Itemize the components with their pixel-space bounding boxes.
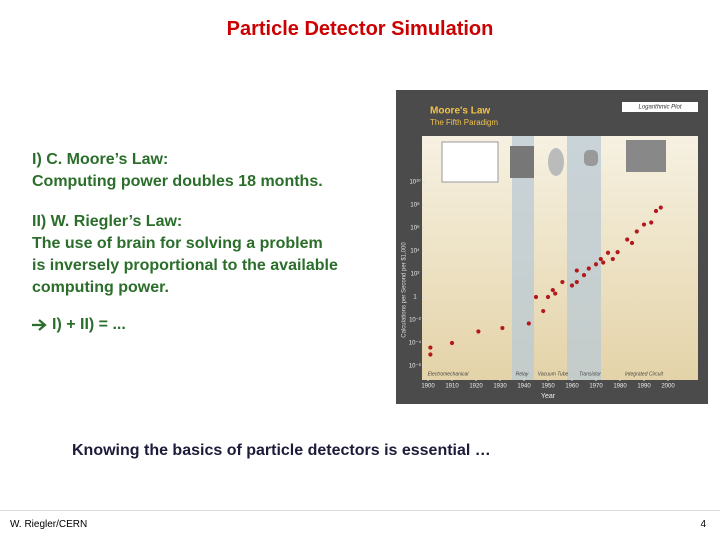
data-point [610,256,615,262]
data-point [601,260,606,265]
device-image [548,148,564,176]
law-heading: I) C. Moore’s Law: [32,151,169,168]
data-point [449,340,455,346]
chart: Moore's Law The Fifth Paradigm Logarithm… [396,90,708,404]
device-image [626,140,666,172]
note-box [622,102,698,112]
data-point [634,229,639,234]
law-heading: II) W. Riegler’s Law: [32,213,183,230]
paradigm-band [512,136,534,380]
arrow-icon [32,319,47,331]
data-point [605,250,611,255]
x-tick-label: 2000 [661,384,675,390]
footer-rule [0,510,720,511]
device-image [441,141,499,183]
data-point [476,329,481,334]
y-tick-label: 10⁻² [409,318,421,324]
data-point [641,222,647,227]
x-tick-label: 1970 [589,384,603,390]
page-number: 4 [700,519,706,530]
data-point [428,345,433,350]
data-point [545,294,551,300]
data-point [553,291,558,296]
paradigm-label: Transistor [579,371,601,377]
paradigm-label: Integrated Circuit [625,371,664,377]
y-tick-label: 10⁴ [410,248,420,255]
x-tick-label: 1980 [613,384,627,390]
data-point [526,321,531,326]
paradigm-label: Electromechanical [428,371,470,377]
law-text: is inversely proportional to the availab… [32,257,338,274]
law-text: computing power. [32,279,169,296]
data-point [649,220,654,225]
device-image [584,150,598,166]
data-point [598,256,603,262]
data-point [533,294,539,300]
paradigm-label: Relay [516,371,529,377]
law-text: The use of brain for solving a problem [32,235,323,252]
x-tick-label: 1930 [493,384,507,390]
x-tick-label: 1920 [469,384,483,390]
y-tick-label: 1 [413,295,417,301]
paradigm-band [567,136,601,380]
data-point [560,279,565,285]
data-point [653,208,659,214]
x-axis-label: Year [541,393,556,400]
y-tick-label: 10⁻⁴ [409,340,422,347]
author: W. Riegler/CERN [10,519,88,530]
chart-title: Moore's Law [430,106,490,117]
x-tick-label: 1990 [637,384,651,390]
data-point [428,352,433,357]
chart-note: Logarithmic Plot [638,105,681,111]
statement: Knowing the basics of particle detectors… [72,442,491,459]
x-tick-label: 1900 [421,384,435,390]
conclusion: I) + II) = ... [52,316,126,333]
y-tick-label: 10² [411,272,420,278]
data-point [586,266,591,271]
data-point [541,308,546,314]
y-axis-label: Calculations per Second per $1,000 [402,242,408,338]
data-point [593,262,599,267]
data-point [625,237,630,242]
x-tick-label: 1960 [565,384,579,390]
data-point [658,205,663,210]
paradigm-label: Vacuum Tube [538,371,569,377]
data-point [550,287,555,293]
slide-title: Particle Detector Simulation [226,18,494,40]
data-point [574,268,579,273]
y-tick-label: 10⁶ [410,225,420,232]
x-tick-label: 1910 [445,384,459,390]
data-point [629,240,635,246]
device-image [510,146,534,178]
data-point [569,283,575,288]
data-point [615,250,620,255]
y-tick-label: 10⁸ [410,202,420,209]
x-tick-label: 1940 [517,384,531,390]
chart-subtitle: The Fifth Paradigm [430,118,498,127]
data-point [500,325,505,331]
x-tick-label: 1950 [541,384,555,390]
y-tick-label: 10⁻⁶ [409,363,422,370]
data-point [581,273,587,278]
y-tick-label: 10¹⁰ [409,179,421,186]
data-point [574,279,579,285]
law-text: Computing power doubles 18 months. [32,173,323,190]
